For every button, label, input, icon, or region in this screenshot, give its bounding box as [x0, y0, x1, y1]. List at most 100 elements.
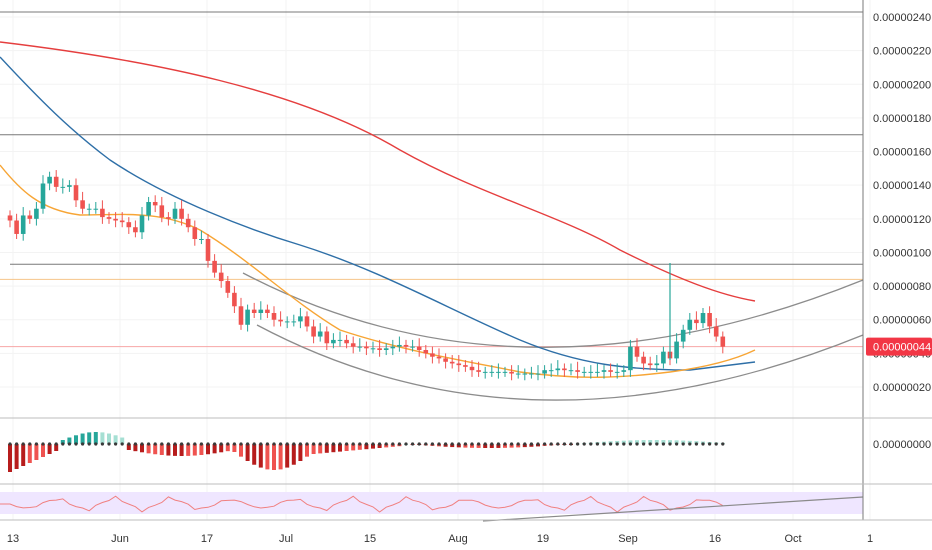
candle-body: [687, 319, 693, 330]
ma-orange: [0, 164, 756, 378]
candle-body: [166, 217, 171, 219]
macd-zero-dot: [28, 442, 32, 446]
macd-zero-dot: [140, 442, 144, 446]
y-tick-label: 0.00000020: [873, 382, 931, 394]
candles: [7, 170, 726, 381]
macd-zero-dot: [609, 442, 613, 446]
candle-body: [67, 185, 72, 187]
candle-body: [192, 227, 198, 239]
macd-bar: [140, 444, 144, 453]
candle-body: [179, 208, 184, 219]
candle-body: [410, 346, 415, 348]
macd-zero-dot: [503, 442, 507, 446]
macd-zero-dot: [87, 442, 91, 446]
candle-body: [34, 208, 39, 219]
macd-zero-dot: [496, 442, 500, 446]
macd-bar: [384, 444, 389, 448]
candle-body: [146, 202, 151, 216]
macd-bar: [285, 444, 290, 468]
macd-zero-dot: [312, 442, 316, 446]
lower-trend-curve: [256, 324, 864, 401]
macd-bar: [371, 444, 375, 449]
macd-bar: [120, 437, 125, 444]
macd-bar: [159, 444, 164, 455]
candle-body: [357, 346, 363, 348]
macd-zero-dot: [41, 442, 45, 446]
moving-averages: [0, 41, 756, 378]
candle-body: [588, 371, 594, 373]
candle-body: [502, 371, 508, 373]
candle-body: [7, 215, 13, 221]
candle-body: [225, 281, 231, 293]
macd-bar: [483, 444, 488, 448]
ma-blue: [0, 56, 756, 371]
macd-bar: [318, 444, 323, 454]
macd-zero-dot: [114, 442, 118, 446]
candle-body: [700, 313, 706, 324]
candle-body: [14, 220, 19, 234]
macd-zero-dot: [543, 442, 547, 446]
macd-zero-dot: [556, 442, 560, 446]
candle-body: [86, 208, 92, 210]
candle-body: [449, 361, 455, 364]
candle-body: [159, 205, 165, 218]
candle-body: [60, 186, 66, 188]
candle-body: [311, 326, 316, 337]
macd-bar: [186, 444, 191, 456]
gridlines: [0, 0, 871, 520]
macd-bar: [54, 444, 59, 451]
macd-bar: [146, 444, 151, 454]
macd-zero-dot: [147, 442, 151, 446]
y-tick-label: 0.00000240: [873, 12, 931, 24]
macd-zero-dot: [252, 442, 256, 446]
macd-zero-dot: [345, 442, 349, 446]
macd-bar: [133, 444, 138, 452]
macd-zero-dot: [364, 442, 368, 446]
macd-zero-dot: [444, 442, 448, 446]
macd-zero-dot: [15, 442, 19, 446]
candle-body: [430, 353, 435, 357]
candle-body: [20, 215, 26, 234]
candle-body: [298, 316, 303, 322]
y-tick-label: 0.00000180: [873, 113, 931, 125]
candle-body: [397, 344, 402, 347]
macd-zero-dot: [213, 442, 217, 446]
macd-bar: [278, 444, 283, 470]
macd-zero-dot: [272, 442, 276, 446]
candle-body: [331, 339, 336, 344]
candle-body: [232, 292, 237, 307]
candle-body: [463, 365, 468, 367]
macd-zero-dot: [279, 442, 283, 446]
macd-zero-dot: [34, 442, 39, 446]
macd-bar: [470, 444, 474, 448]
candle-body: [133, 227, 138, 233]
candle-body: [47, 176, 52, 184]
macd-zero-dot: [536, 442, 540, 446]
rsi-panel: [0, 492, 864, 522]
macd-zero-dot: [615, 442, 619, 446]
candle-body: [628, 346, 633, 371]
macd-bar: [628, 440, 633, 444]
macd-bar: [41, 444, 45, 457]
rsi-trendline: [482, 496, 864, 522]
x-tick-label: 16: [709, 533, 721, 545]
macd-zero-dot: [688, 442, 692, 446]
candle-body: [476, 370, 481, 372]
macd-bar: [272, 444, 276, 470]
macd-bar: [153, 444, 158, 455]
macd-zero-dot: [285, 442, 289, 446]
candle-body: [720, 336, 726, 347]
macd-bar: [364, 444, 369, 450]
macd-bar: [357, 444, 362, 450]
macd-zero-dot: [582, 442, 586, 446]
x-tick-label: Sep: [618, 533, 638, 545]
candle-body: [601, 370, 607, 372]
macd-bar: [74, 435, 78, 444]
macd-zero-dot: [371, 442, 375, 446]
y-tick-label: 0.00000200: [873, 79, 931, 91]
candle-body: [350, 343, 356, 347]
macd-zero-dot: [635, 442, 639, 446]
candle-body: [509, 371, 514, 374]
macd-bar: [93, 432, 98, 444]
candle-body: [575, 370, 580, 372]
